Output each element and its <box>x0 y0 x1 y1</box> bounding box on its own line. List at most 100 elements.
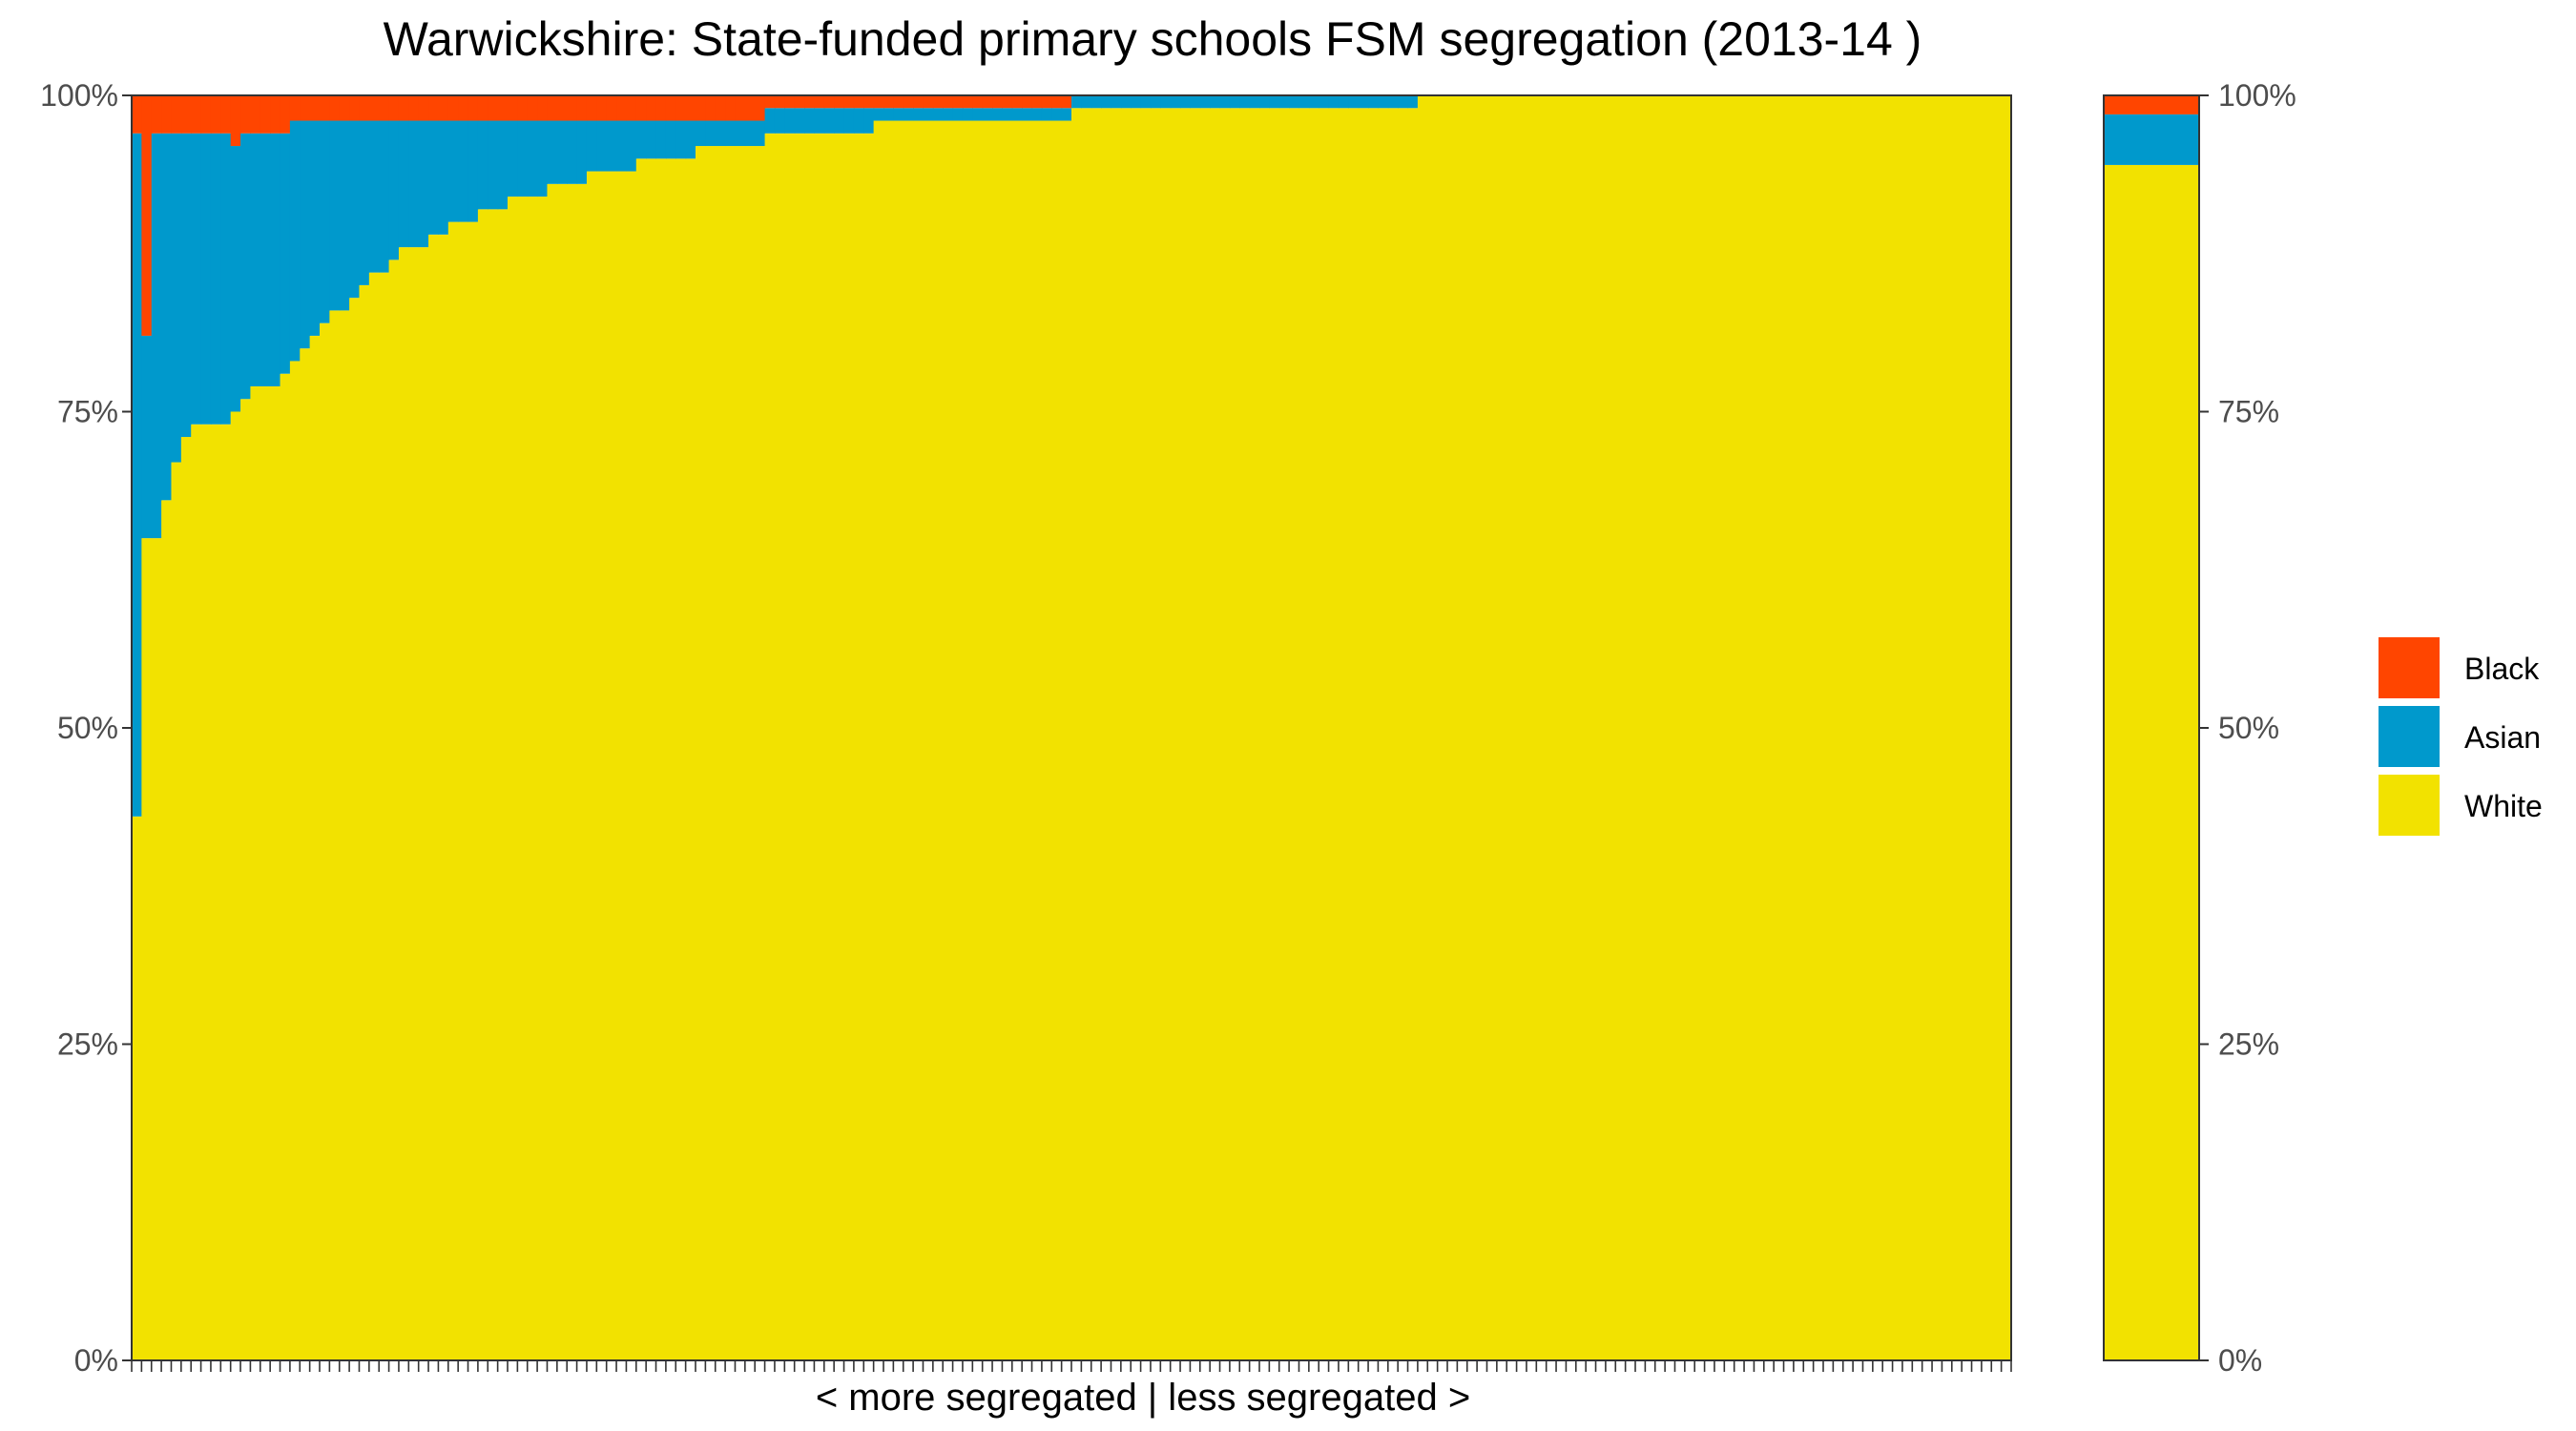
school-bar <box>2001 95 2012 1360</box>
bar-segment-black <box>220 95 232 134</box>
bar-segment-white <box>438 234 449 1361</box>
bar-segment-black <box>586 95 597 121</box>
bar-segment-black <box>725 95 737 121</box>
school-bar <box>230 95 241 1360</box>
school-bar <box>1051 95 1063 1360</box>
school-bar <box>586 95 597 1360</box>
bar-segment-black <box>556 95 568 121</box>
bar-segment-black <box>408 95 420 121</box>
school-bar <box>1239 95 1251 1360</box>
bar-segment-asian <box>1407 95 1419 109</box>
bar-segment-white <box>913 120 924 1360</box>
bar-segment-asian <box>1081 95 1092 109</box>
bar-segment-white <box>1427 95 1439 1360</box>
bar-segment-asian <box>329 120 341 311</box>
overall-panel <box>2104 95 2199 1361</box>
bar-segment-white <box>1061 120 1072 1360</box>
bar-segment-white <box>1694 95 1706 1360</box>
bar-segment-asian <box>834 108 845 134</box>
bar-segment-white <box>1150 108 1161 1360</box>
bar-segment-asian <box>853 108 864 134</box>
bar-segment-black <box>210 95 221 134</box>
school-bar <box>1180 95 1192 1360</box>
bar-segment-asian <box>784 108 796 134</box>
legend-item-black: Black <box>2379 637 2540 698</box>
bar-segment-black <box>388 95 400 121</box>
y-tick-label: 0% <box>2218 1343 2262 1378</box>
bar-segment-asian <box>873 108 884 121</box>
bar-segment-black <box>398 95 409 121</box>
bar-segment-black <box>1051 95 1063 109</box>
school-bar <box>1111 95 1122 1360</box>
bar-segment-white <box>1724 95 1735 1360</box>
overall-segment-asian <box>2104 114 2199 165</box>
school-bar <box>339 95 350 1360</box>
bar-segment-white <box>1199 108 1211 1360</box>
school-bar <box>952 95 964 1360</box>
school-bar <box>151 95 162 1360</box>
school-bar <box>250 95 261 1361</box>
school-bar <box>913 95 924 1360</box>
school-bar <box>309 95 321 1361</box>
school-bar <box>1199 95 1211 1360</box>
bar-segment-asian <box>1131 95 1142 109</box>
bar-segment-asian <box>458 120 469 222</box>
bar-segment-white <box>1496 95 1507 1360</box>
school-bar <box>1496 95 1507 1360</box>
bar-segment-black <box>576 95 588 121</box>
school-bar <box>626 95 637 1360</box>
bar-segment-asian <box>646 120 657 159</box>
bar-segment-white <box>1625 95 1636 1360</box>
school-bar <box>1991 95 2003 1360</box>
school-bar <box>685 95 696 1360</box>
school-bar <box>675 95 687 1360</box>
bar-segment-asian <box>240 133 252 400</box>
bar-segment-asian <box>982 108 993 121</box>
bar-segment-white <box>863 133 875 1360</box>
bar-segment-white <box>1319 108 1330 1360</box>
school-bar <box>379 95 390 1360</box>
bar-segment-white <box>1338 108 1349 1360</box>
bar-segment-white <box>1447 95 1458 1360</box>
bar-segment-asian <box>1120 95 1132 109</box>
school-bar <box>1398 95 1409 1360</box>
school-bar <box>567 95 578 1360</box>
bar-segment-asian <box>1358 95 1369 109</box>
bar-segment-white <box>1002 120 1013 1360</box>
bar-segment-asian <box>1190 95 1201 109</box>
bar-segment-white <box>250 385 261 1361</box>
bar-segment-asian <box>903 108 914 121</box>
bar-segment-asian <box>428 120 440 235</box>
bar-segment-white <box>359 284 370 1360</box>
school-bar <box>418 95 429 1360</box>
bar-segment-white <box>1229 108 1240 1360</box>
bar-segment-white <box>1892 95 1903 1360</box>
school-bar <box>1962 95 1973 1360</box>
bar-segment-asian <box>477 120 488 210</box>
bar-segment-white <box>1328 108 1340 1360</box>
legend-swatch <box>2379 637 2440 698</box>
school-bar <box>1190 95 1201 1360</box>
school-bar <box>1714 95 1725 1360</box>
bar-segment-asian <box>735 120 746 147</box>
school-bar <box>1605 95 1616 1360</box>
bar-segment-white <box>1932 95 1943 1360</box>
bar-segment-white <box>200 424 212 1360</box>
bar-segment-asian <box>230 146 241 412</box>
bar-segment-asian <box>863 108 875 134</box>
school-bar <box>1813 95 1824 1360</box>
bar-segment-black <box>972 95 984 109</box>
school-bar <box>903 95 914 1360</box>
bar-segment-asian <box>1387 95 1399 109</box>
school-bar <box>1447 95 1458 1360</box>
bar-segment-asian <box>408 120 420 248</box>
school-bar <box>359 95 370 1360</box>
bar-segment-black <box>823 95 835 109</box>
bar-segment-asian <box>339 120 350 311</box>
bar-segment-white <box>1962 95 1973 1360</box>
legend-swatch <box>2379 775 2440 836</box>
school-bar <box>1625 95 1636 1360</box>
bar-segment-white <box>823 133 835 1360</box>
bar-segment-black <box>744 95 756 121</box>
